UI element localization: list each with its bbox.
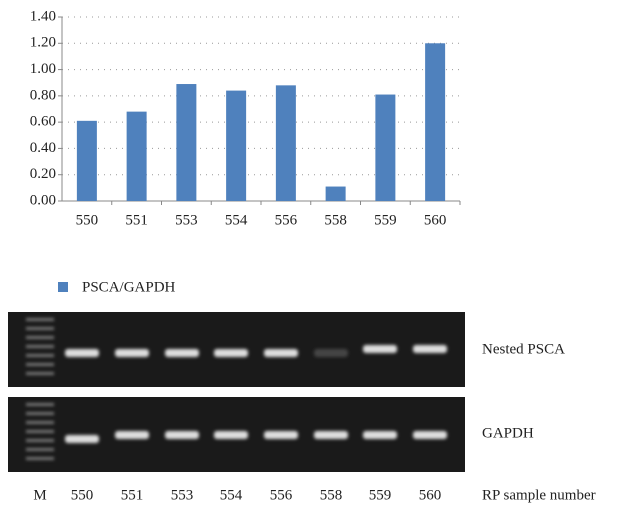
x-tick-label: 554	[225, 212, 248, 228]
figure: 0.00 0.20 0.40 0.60 0.80 1.00 1.20 1.40 550 551 55…	[0, 0, 644, 510]
ladder-band	[26, 448, 54, 451]
gel-band	[115, 349, 149, 357]
lane-label: 554	[220, 487, 243, 503]
gel-band	[165, 349, 199, 357]
gel-band	[165, 431, 199, 439]
x-tick-label: 553	[175, 212, 198, 228]
bar	[276, 85, 296, 201]
bar	[127, 112, 147, 201]
gel-band	[115, 431, 149, 439]
bar	[425, 43, 445, 201]
gel-band	[363, 431, 397, 439]
x-tick-label: 559	[374, 212, 397, 228]
gel-band	[314, 431, 348, 439]
legend-label: PSCA/GAPDH	[82, 279, 176, 295]
gel-row-label: GAPDH	[482, 425, 534, 441]
ladder-band	[26, 363, 54, 366]
x-tick-label: 551	[125, 212, 148, 228]
bar	[226, 91, 246, 201]
lane-label: 559	[369, 487, 392, 503]
ladder-band	[26, 430, 54, 433]
y-tick-label: 1.00	[30, 61, 56, 77]
y-tick-label: 1.40	[30, 8, 56, 24]
y-tick-label: 1.20	[30, 35, 56, 51]
bar	[176, 84, 196, 201]
ladder-band	[26, 345, 54, 348]
lane-label: 560	[419, 487, 442, 503]
gel-band	[413, 345, 447, 353]
gel-axis-label: RP sample number	[482, 487, 596, 503]
ladder-band	[26, 439, 54, 442]
x-tick-label: 550	[76, 212, 99, 228]
y-tick-label: 0.20	[30, 166, 56, 182]
ladder-band	[26, 354, 54, 357]
legend-swatch	[58, 282, 68, 292]
gel-band	[314, 349, 348, 357]
gel-band	[214, 349, 248, 357]
bar	[77, 121, 97, 201]
x-tick-label: 560	[424, 212, 447, 228]
ladder-band	[26, 403, 54, 406]
y-tick-label: 0.00	[30, 192, 56, 208]
gel-band	[264, 349, 298, 357]
lane-label: 550	[71, 487, 94, 503]
x-tick-label: 558	[324, 212, 347, 228]
ladder-band	[26, 372, 54, 375]
y-tick-label: 0.60	[30, 114, 56, 130]
ladder-band	[26, 421, 54, 424]
lane-label: 551	[121, 487, 144, 503]
gel-band	[363, 345, 397, 353]
ladder-band	[26, 457, 54, 460]
gel-band	[65, 349, 99, 357]
lane-label: 558	[320, 487, 343, 503]
bar	[326, 187, 346, 201]
y-tick-label: 0.80	[30, 87, 56, 103]
x-tick-label: 556	[275, 212, 298, 228]
ladder-band	[26, 327, 54, 330]
ladder-band	[26, 336, 54, 339]
ladder-band	[26, 318, 54, 321]
gel-band	[214, 431, 248, 439]
lane-label: 556	[270, 487, 293, 503]
gel-band	[264, 431, 298, 439]
bar	[375, 95, 395, 201]
lane-label: M	[33, 487, 46, 503]
gel-band	[65, 435, 99, 443]
y-tick-label: 0.40	[30, 140, 56, 156]
gel-row-label: Nested PSCA	[482, 341, 565, 357]
ladder-band	[26, 412, 54, 415]
lane-label: 553	[171, 487, 194, 503]
gel-band	[413, 431, 447, 439]
